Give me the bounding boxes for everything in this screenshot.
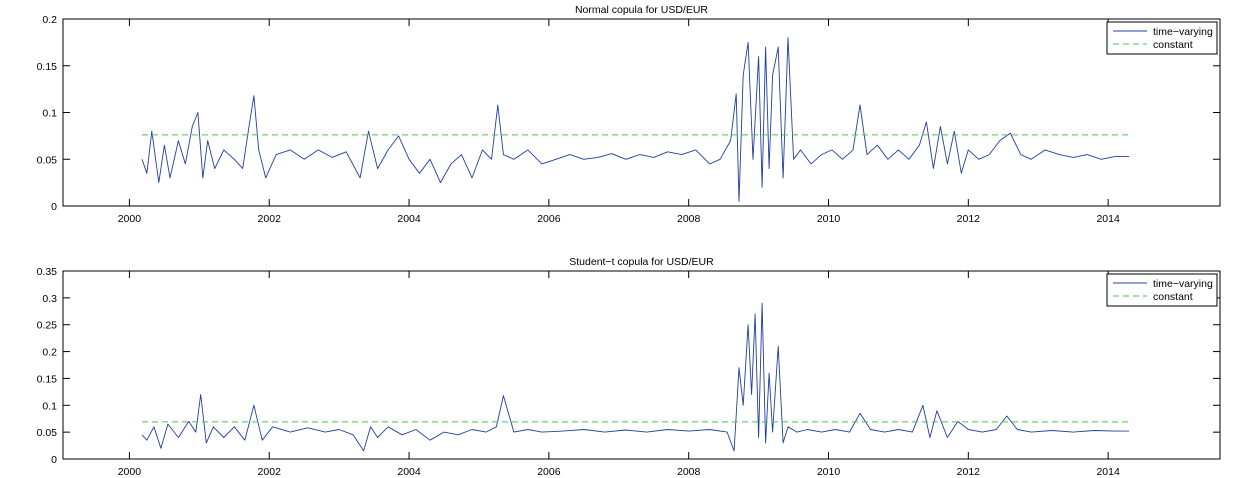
- x-tick-label: 2000: [118, 213, 142, 225]
- chart-title: Student−t copula for USD/EUR: [569, 256, 714, 268]
- x-tick-label: 2008: [677, 466, 701, 478]
- y-tick-label: 0: [51, 201, 57, 213]
- y-tick-label: 0.15: [37, 61, 58, 73]
- x-tick-label: 2002: [258, 213, 282, 225]
- x-tick-label: 2010: [817, 466, 841, 478]
- y-tick-label: 0.1: [42, 108, 57, 120]
- x-tick-label: 2000: [118, 466, 142, 478]
- axes-box: [62, 270, 1221, 460]
- time-varying-series-line: [141, 302, 1130, 452]
- x-tick-label: 2006: [537, 213, 561, 225]
- x-tick-label: 2012: [957, 213, 981, 225]
- time-varying-series-line: [141, 37, 1130, 202]
- legend-label: time−varying: [1153, 26, 1213, 38]
- y-tick-label: 0.35: [37, 266, 58, 278]
- y-tick-label: 0.2: [42, 347, 57, 359]
- x-tick-label: 2014: [1096, 466, 1120, 478]
- x-tick-label: 2004: [397, 466, 421, 478]
- y-tick-label: 0.2: [42, 14, 57, 26]
- chart-panel-1: Normal copula for USD/EUR 2000 2002 2004 200…: [37, 4, 1221, 225]
- y-tick-label: 0.25: [37, 320, 58, 332]
- x-tick-label: 2008: [677, 213, 701, 225]
- legend-box: [1106, 273, 1218, 307]
- legend-label: constant: [1153, 39, 1193, 51]
- axes-box: [62, 18, 1221, 207]
- y-tick-label: 0: [51, 454, 57, 466]
- y-tick-label: 0.15: [37, 373, 58, 385]
- x-tick-label: 2004: [397, 213, 421, 225]
- x-tick-label: 2002: [258, 466, 282, 478]
- y-tick-label: 0.05: [37, 427, 58, 439]
- legend-label: constant: [1153, 291, 1193, 303]
- legend-label: time−varying: [1153, 278, 1213, 290]
- x-tick-label: 2014: [1096, 213, 1120, 225]
- legend-box: [1106, 21, 1218, 55]
- x-tick-label: 2006: [537, 466, 561, 478]
- y-tick-label: 0.05: [37, 154, 58, 166]
- chart-panel-2: Student−t copula for USD/EUR 2000 2002 2004…: [37, 256, 1221, 478]
- y-tick-label: 0.1: [42, 400, 57, 412]
- x-tick-label: 2012: [957, 466, 981, 478]
- x-tick-label: 2010: [817, 213, 841, 225]
- chart-title: Normal copula for USD/EUR: [575, 4, 708, 16]
- y-tick-label: 0.3: [42, 293, 57, 305]
